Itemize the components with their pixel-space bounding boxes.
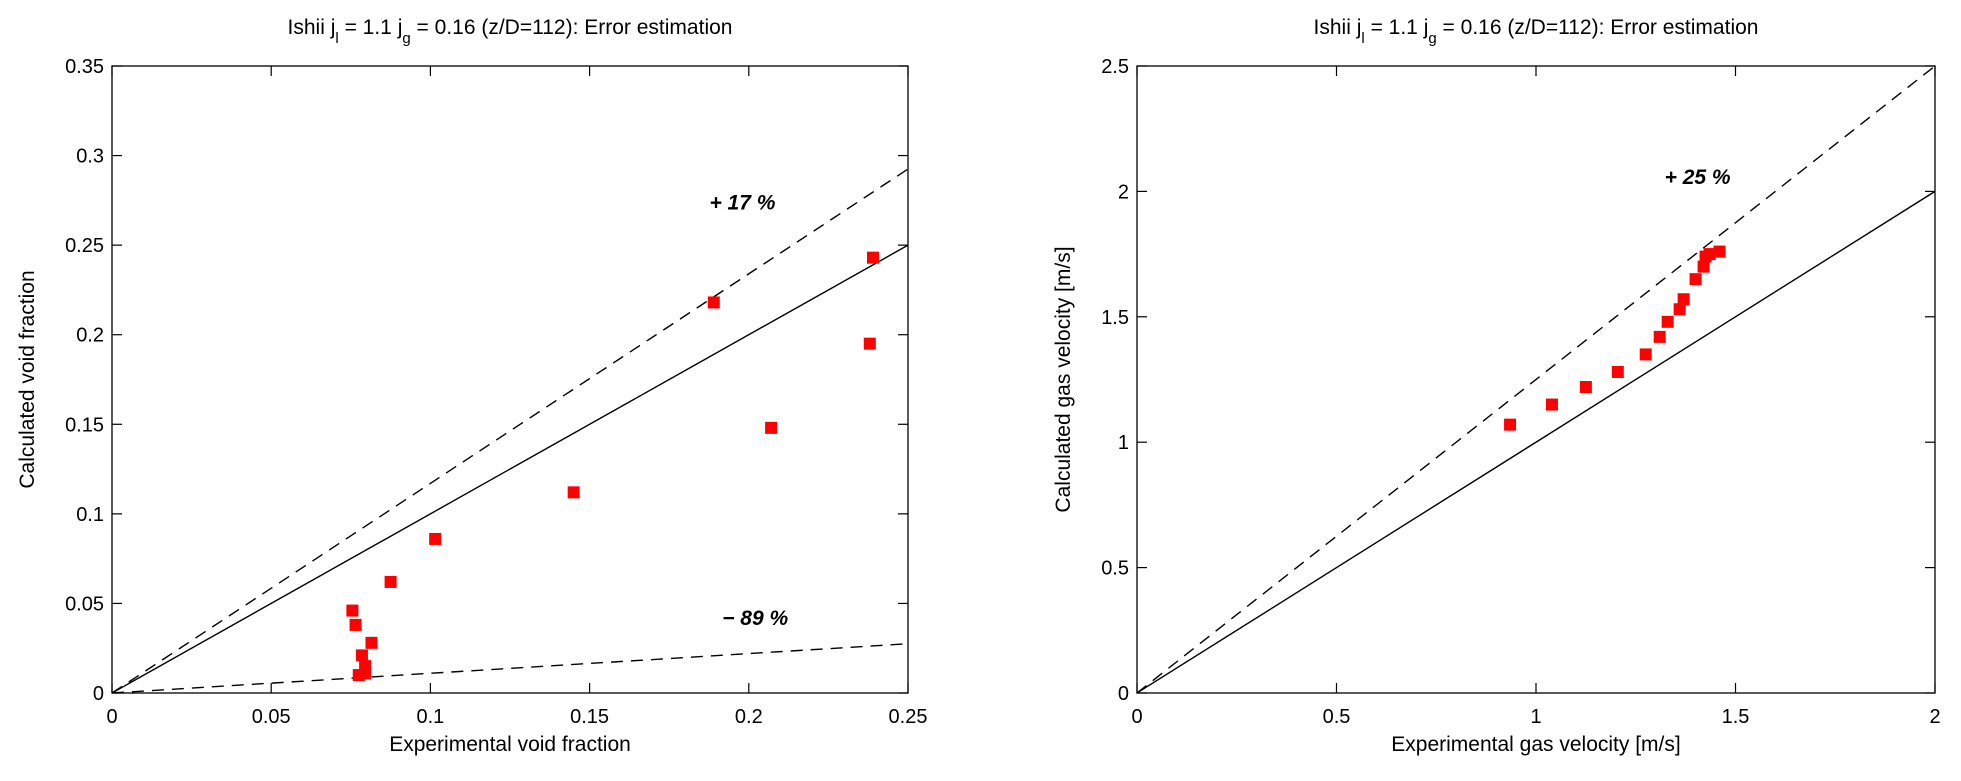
data-point — [1611, 365, 1624, 378]
x-tick-label: 2 — [1929, 706, 1940, 728]
chart-gas: 0 0.5 1 1.5 2 0 0.5 1 1.5 2 2.5 Experimental gas ve… — [1052, 16, 1941, 756]
reference-line-identity — [1137, 190, 1935, 693]
error-annotation: + 25 % — [1665, 166, 1731, 189]
x-tick-label: 1 — [1530, 706, 1541, 728]
data-point — [365, 636, 378, 649]
x-axis-label: Experimental void fraction — [389, 733, 631, 756]
y-axis-label: Calculated gas velocity [m/s] — [1052, 246, 1075, 512]
y-axis-label: Calculated void fraction — [16, 270, 39, 488]
x-tick-label: 0 — [106, 706, 117, 728]
x-axis-label: Experimental gas velocity [m/s] — [1391, 733, 1680, 756]
data-point — [765, 421, 778, 434]
data-point — [1713, 245, 1726, 258]
data-point — [1639, 348, 1652, 361]
reference-line-error-bound-1 — [1137, 66, 1935, 693]
y-tick-label: 1.5 — [1101, 307, 1129, 329]
y-tick-label: 0.05 — [65, 593, 104, 615]
y-tick-label: 2 — [1118, 181, 1129, 203]
data-point — [1661, 315, 1674, 328]
y-tick-label: 0.15 — [65, 414, 104, 436]
error-annotation: − 89 % — [722, 607, 788, 630]
data-point — [349, 618, 362, 631]
plot-frame — [111, 65, 909, 694]
y-tick-label: 2.5 — [1101, 56, 1129, 78]
data-point — [567, 486, 580, 499]
data-point — [359, 667, 372, 680]
x-tick-label: 0.25 — [889, 706, 928, 728]
chart-title: Ishii jl = 1.1 jg = 0.16 (z/D=112): Erro… — [288, 16, 733, 47]
y-tick-label: 0 — [1118, 683, 1129, 705]
x-tick-label: 1.5 — [1722, 706, 1750, 728]
data-point — [1653, 330, 1666, 343]
error-annotation: + 17 % — [709, 191, 775, 214]
y-tick-label: 0.3 — [76, 146, 104, 168]
data-point — [1545, 398, 1558, 411]
x-tick-label: 0.2 — [735, 706, 763, 728]
data-point — [866, 251, 879, 264]
data-point — [384, 575, 397, 588]
data-point — [1703, 248, 1716, 261]
y-tick-label: 1 — [1118, 432, 1129, 454]
reference-line-error-bound-2 — [112, 643, 908, 693]
y-tick-label: 0.25 — [65, 235, 104, 257]
data-point — [1579, 381, 1592, 394]
x-tick-label: 0.5 — [1323, 706, 1351, 728]
data-point — [1673, 303, 1686, 316]
x-tick-label: 0.15 — [570, 706, 609, 728]
data-point — [355, 649, 368, 662]
data-point — [346, 604, 359, 617]
y-tick-label: 0.35 — [65, 56, 104, 78]
reference-line-identity — [112, 244, 908, 693]
data-point — [707, 296, 720, 309]
y-tick-label: 0 — [93, 683, 104, 705]
x-tick-label: 0.05 — [252, 706, 291, 728]
data-point — [429, 532, 442, 545]
chart-title: Ishii jl = 1.1 jg = 0.16 (z/D=112): Erro… — [1314, 16, 1759, 47]
data-point — [1504, 418, 1517, 431]
data-point — [1677, 293, 1690, 306]
data-point — [863, 337, 876, 350]
y-tick-label: 0.5 — [1101, 558, 1129, 580]
x-tick-label: 0.1 — [416, 706, 444, 728]
reference-line-error-bound-1 — [112, 168, 908, 693]
x-tick-label: 0 — [1131, 706, 1142, 728]
data-point — [1697, 260, 1710, 273]
y-tick-label: 0.1 — [76, 504, 104, 526]
data-point — [1689, 273, 1702, 286]
chart-void: 0 0.05 0.1 0.15 0.2 0.25 0 0.05 0.1 0.15 0.2 0.25 0.… — [16, 16, 927, 756]
y-tick-label: 0.2 — [76, 325, 104, 347]
